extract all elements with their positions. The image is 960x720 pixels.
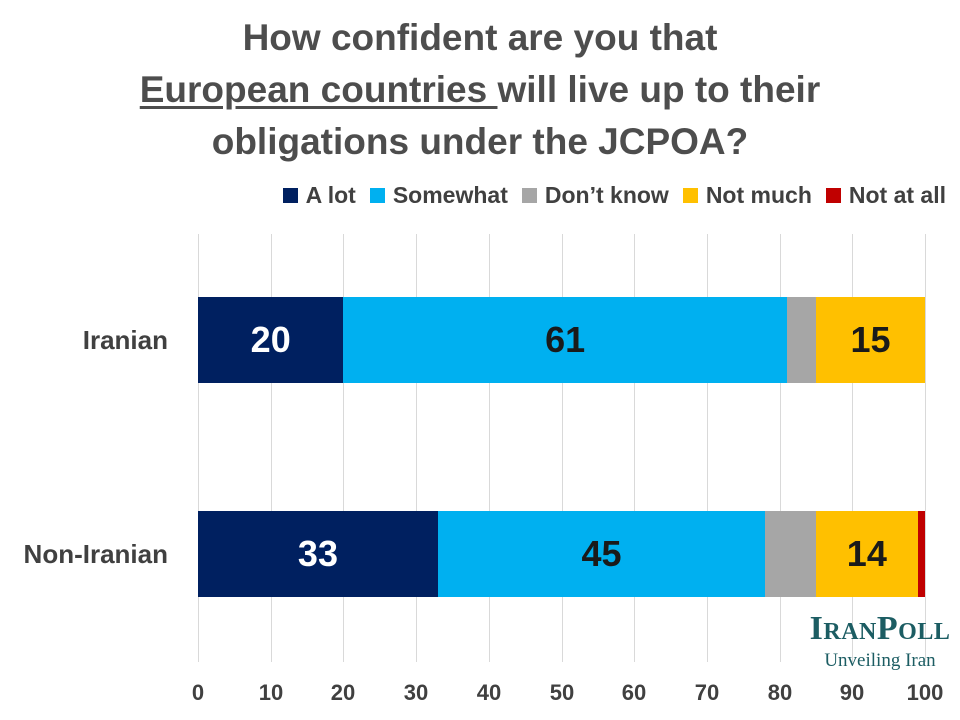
data-label: 45 — [581, 533, 622, 574]
legend-swatch-not-at-all — [825, 187, 841, 203]
legend-swatch-somewhat — [369, 187, 385, 203]
x-tick-label: 90 — [839, 680, 865, 705]
legend-item-a-lot: A lot — [282, 181, 356, 209]
gridline — [707, 234, 708, 662]
legend-swatch-not-much — [682, 187, 698, 203]
brand-name: IranPoll — [809, 610, 951, 647]
legend-label-not-much: Not much — [705, 181, 812, 208]
title-line-2-rest: will live up to their — [497, 69, 821, 110]
legend-label-not-at-all: Not at all — [848, 181, 946, 208]
iranpoll-logo: IranPoll Unveiling Iran — [802, 610, 958, 674]
x-tick-label: 50 — [549, 680, 575, 705]
legend-swatch-dont-know — [521, 187, 537, 203]
data-label: 61 — [545, 319, 586, 360]
x-tick-label: 70 — [694, 680, 720, 705]
x-tick-label: 80 — [767, 680, 793, 705]
x-tick-label: 10 — [258, 680, 284, 705]
legend-label-dont-know: Don’t know — [544, 181, 669, 208]
title-line-1: How confident are you that — [242, 17, 718, 58]
bar-iranian-don-t-know — [786, 297, 816, 383]
gridline — [343, 234, 344, 662]
gridline — [634, 234, 635, 662]
chart-title: How confident are you that European coun… — [0, 12, 960, 168]
gridline — [562, 234, 563, 662]
category-label-iranian: Iranian — [82, 324, 168, 355]
bar-non-iranian-not-at-all — [917, 511, 925, 597]
legend-item-dont-know: Don’t know — [521, 181, 669, 209]
legend-item-somewhat: Somewhat — [369, 181, 508, 209]
gridline — [198, 234, 199, 662]
x-tick-label: 30 — [403, 680, 429, 705]
x-tick-label: 40 — [476, 680, 502, 705]
x-tick-label: 0 — [191, 680, 205, 705]
legend-swatch-a-lot — [282, 187, 298, 203]
gridline — [416, 234, 417, 662]
gridline — [925, 234, 926, 662]
brand-tagline: Unveiling Iran — [824, 650, 936, 671]
bar-non-iranian-a-lot: 33 — [198, 511, 438, 597]
data-label: 14 — [846, 533, 887, 574]
bar-non-iranian-not-much: 14 — [815, 511, 918, 597]
x-tick-label: 60 — [621, 680, 647, 705]
gridline — [852, 234, 853, 662]
data-label: 15 — [850, 319, 891, 360]
legend-item-not-at-all: Not at all — [825, 181, 946, 209]
legend-label-a-lot: A lot — [305, 181, 356, 208]
gridline — [271, 234, 272, 662]
title-emphasis: European countries — [139, 69, 498, 110]
bar-iranian-a-lot: 20 — [198, 297, 344, 383]
title-line-3: obligations under the JCPOA? — [211, 121, 749, 162]
bar-non-iranian-don-t-know — [765, 511, 816, 597]
bar-iranian-somewhat: 61 — [343, 297, 787, 383]
gridline — [489, 234, 490, 662]
data-label: 20 — [250, 319, 291, 360]
bar-non-iranian-somewhat: 45 — [437, 511, 766, 597]
x-tick-label: 20 — [330, 680, 356, 705]
data-label: 33 — [297, 533, 338, 574]
bar-iranian-not-much: 15 — [815, 297, 925, 383]
gridline — [780, 234, 781, 662]
legend: A lot Somewhat Don’t know Not much Not a… — [282, 180, 946, 210]
legend-item-not-much: Not much — [682, 181, 812, 209]
category-label-non-iranian: Non-Iranian — [23, 538, 168, 569]
x-tick-label: 100 — [906, 680, 944, 705]
legend-label-somewhat: Somewhat — [392, 181, 508, 208]
title-line-2: European countries will live up to their — [0, 64, 960, 116]
